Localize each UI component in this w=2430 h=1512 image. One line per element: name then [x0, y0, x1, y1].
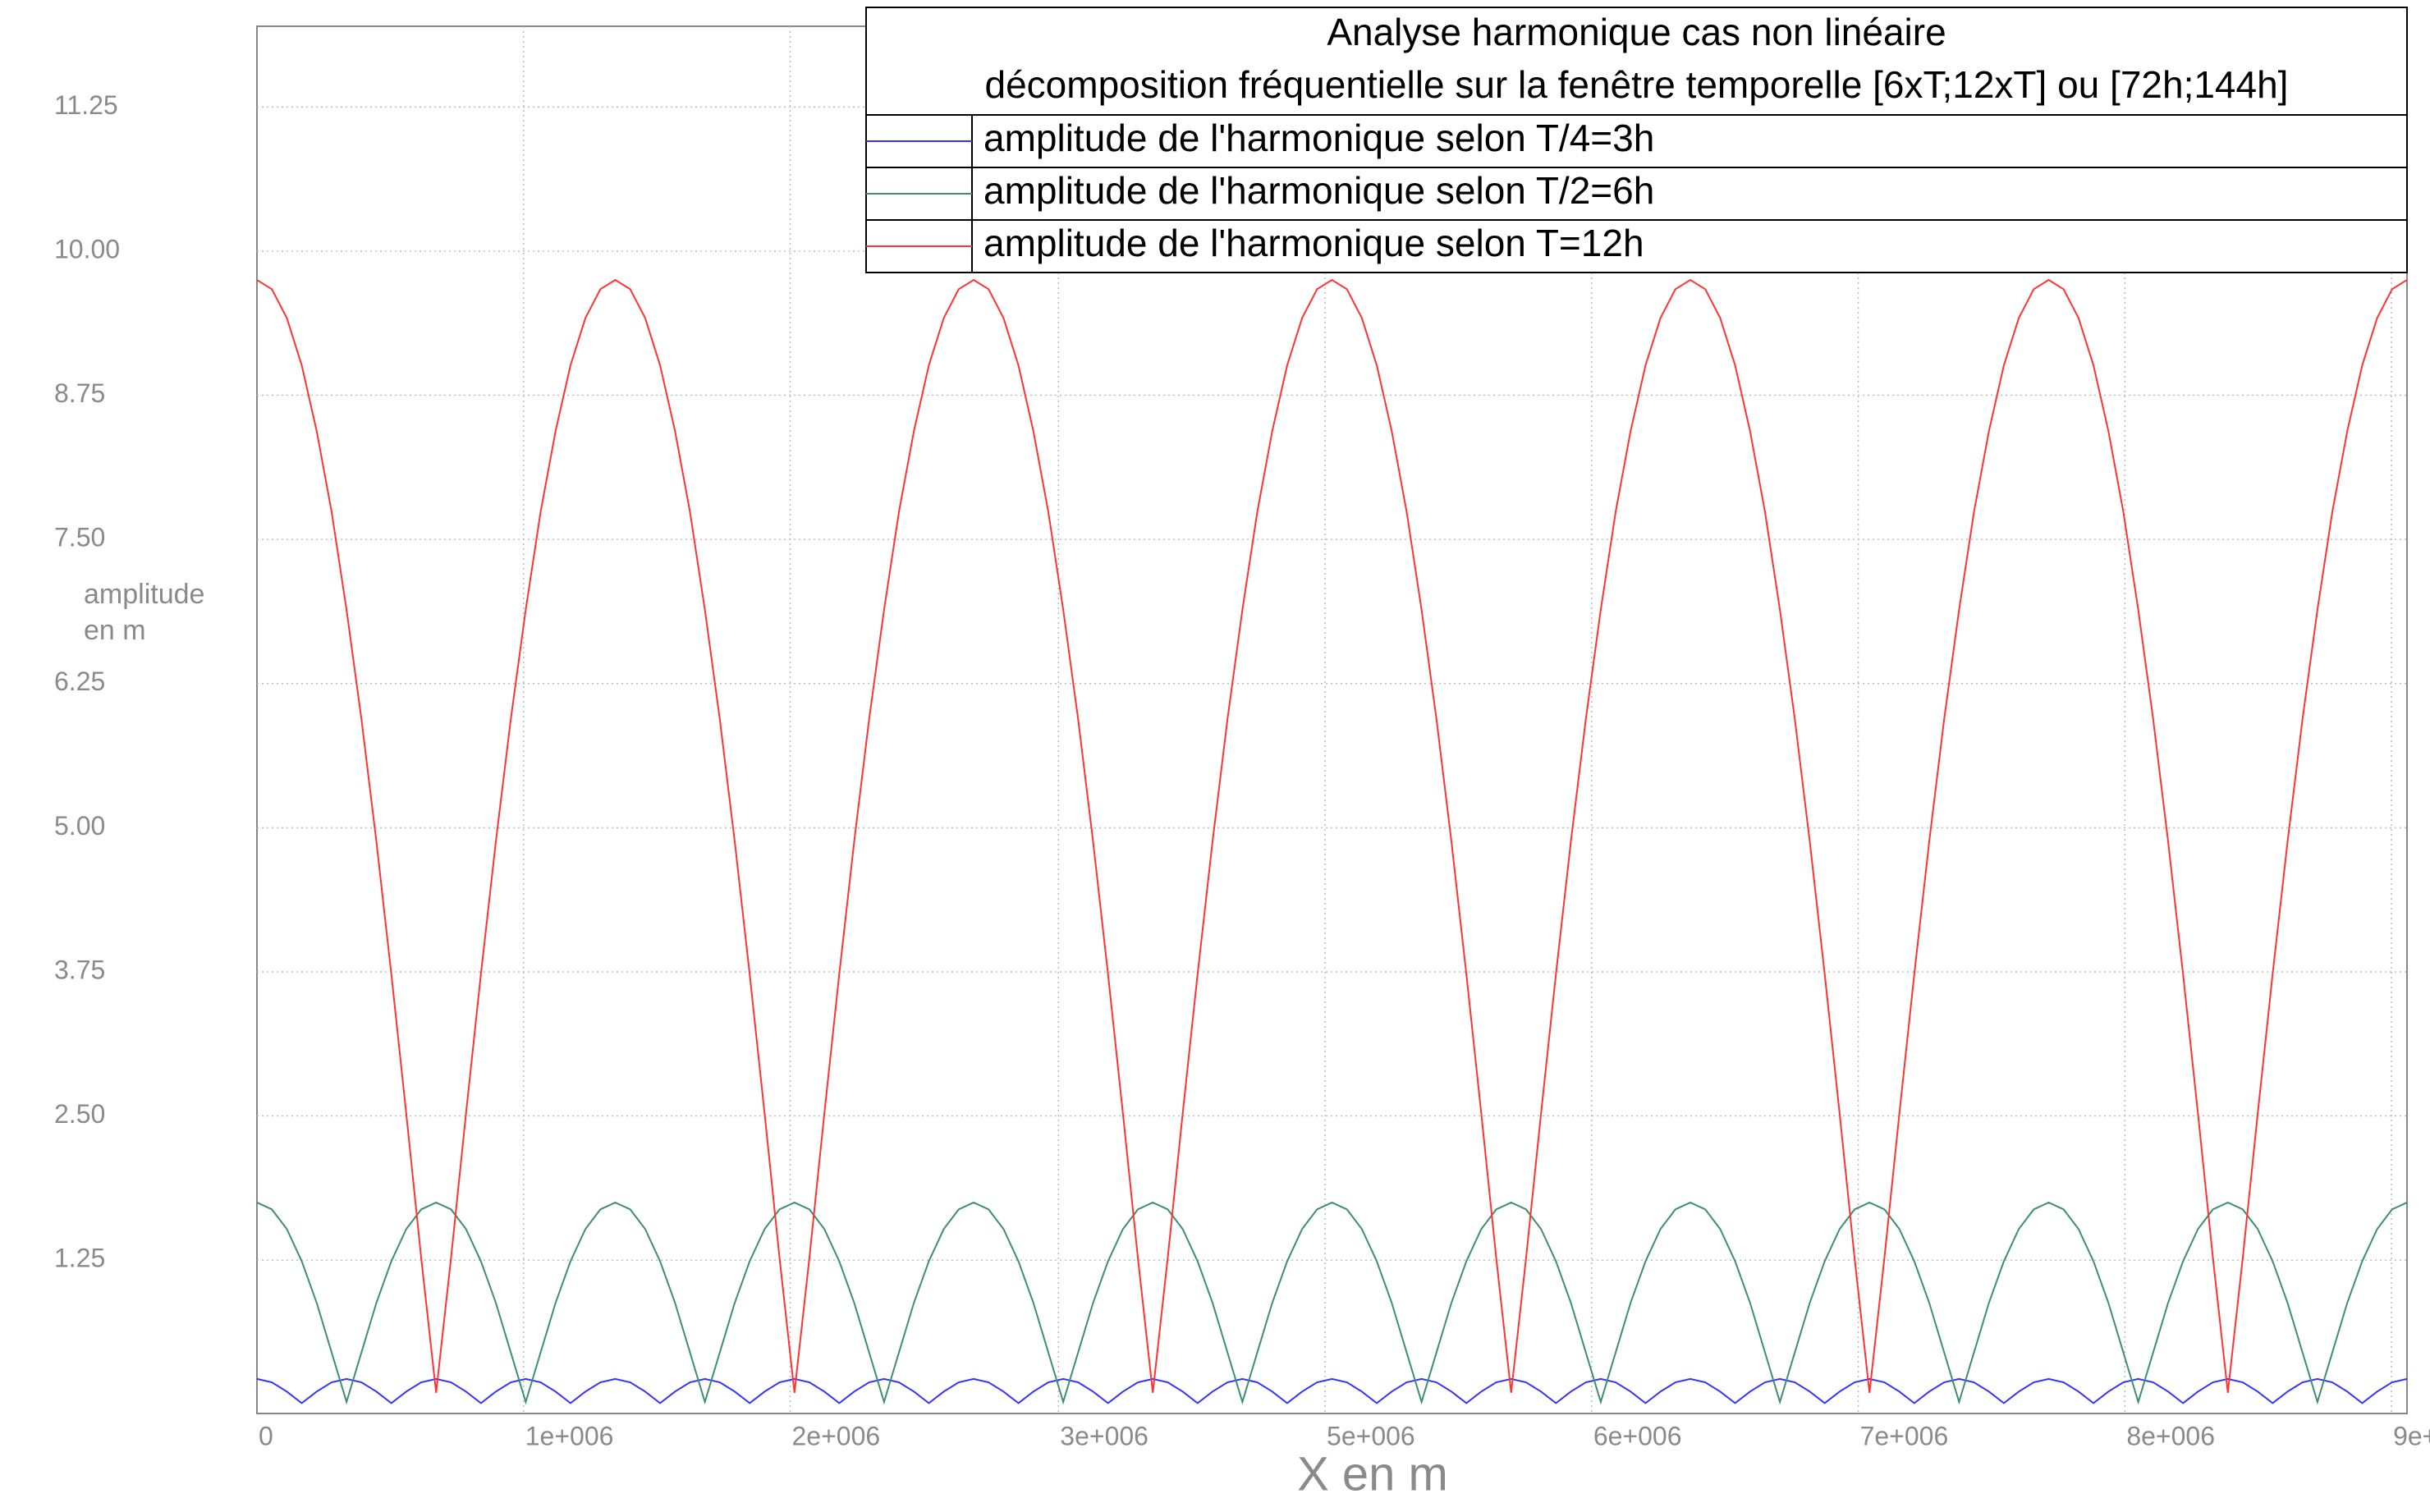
y-tick-label: 6.25 [54, 667, 105, 696]
x-tick-label: 9e+006 [2393, 1421, 2430, 1450]
series-line [256, 1201, 2408, 1405]
legend-label: amplitude de l'harmonique selon T=12h [983, 222, 1644, 264]
y-axis-label: en m [84, 615, 146, 646]
x-tick-label: 0 [259, 1421, 273, 1450]
legend-label: amplitude de l'harmonique selon T/4=3h [983, 117, 1654, 159]
y-tick-label: 11.25 [54, 90, 118, 120]
x-tick-label: 5e+006 [1327, 1421, 1415, 1450]
x-tick-label: 7e+006 [1860, 1421, 1949, 1450]
x-tick-label: 2e+006 [792, 1421, 881, 1450]
y-tick-label: 3.75 [54, 955, 105, 984]
legend-label: amplitude de l'harmonique selon T/2=6h [983, 169, 1654, 212]
x-axis-label: X en m [1297, 1447, 1448, 1501]
x-tick-label: 6e+006 [1593, 1421, 1682, 1450]
y-tick-label: 10.00 [54, 234, 120, 263]
chart-title: décomposition fréquentielle sur la fenêt… [985, 63, 2289, 106]
x-tick-label: 1e+006 [525, 1421, 614, 1450]
y-tick-label: 7.50 [54, 523, 105, 552]
y-tick-label: 5.00 [54, 811, 105, 841]
legend-box [865, 7, 2408, 273]
x-tick-label: 3e+006 [1060, 1421, 1149, 1450]
y-tick-label: 8.75 [54, 378, 105, 408]
y-tick-label: 2.50 [54, 1099, 105, 1129]
chart-title: Analyse harmonique cas non linéaire [1327, 11, 1946, 53]
y-axis-label: amplitude [84, 579, 204, 610]
x-tick-label: 8e+006 [2126, 1421, 2215, 1450]
y-tick-label: 1.25 [54, 1244, 105, 1273]
series-line [256, 278, 2408, 1393]
legend: Analyse harmonique cas non linéaire décom… [865, 7, 2408, 273]
series-line [256, 1377, 2408, 1404]
